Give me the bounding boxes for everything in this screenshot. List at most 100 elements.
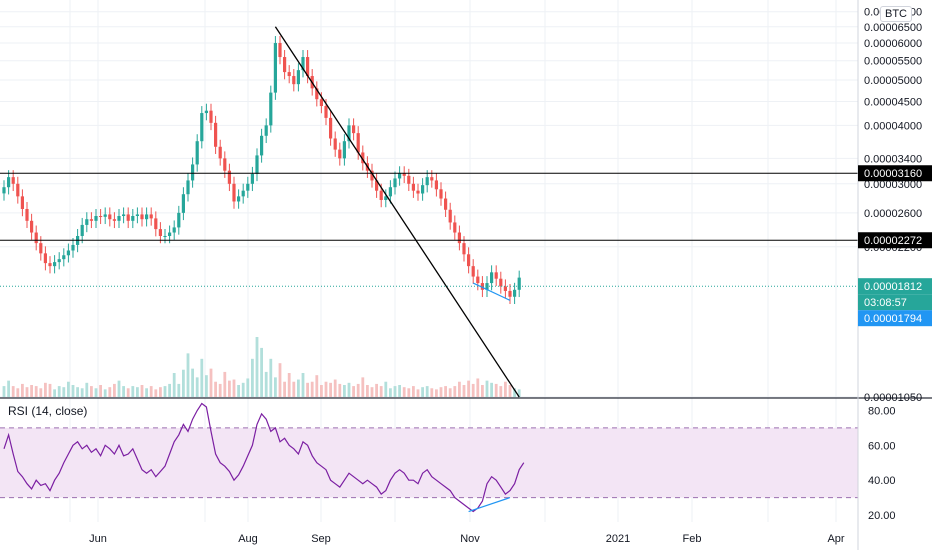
volume-bar xyxy=(494,383,498,397)
volume-bar xyxy=(44,382,47,397)
candle-body xyxy=(329,117,333,139)
rsi-tick-label: 20.00 xyxy=(868,510,896,522)
price-tick-label: 0.00005500 xyxy=(864,56,922,68)
horizontal-levels[interactable] xyxy=(0,172,858,241)
candle-body xyxy=(191,164,195,181)
candle-body xyxy=(462,243,466,255)
volume-bar xyxy=(149,386,153,397)
candle-body xyxy=(250,173,254,184)
candle-body xyxy=(457,232,461,244)
price-tags: 0.00003160 0.00002272 0.00001812 03:08:57 0.… xyxy=(858,165,932,327)
candle-body xyxy=(393,178,397,188)
candle-body xyxy=(7,177,11,188)
volume-bar xyxy=(177,383,181,397)
volume-bar xyxy=(471,383,475,397)
candle-body xyxy=(57,259,61,263)
volume-bar xyxy=(490,382,493,397)
volume-bar xyxy=(517,389,521,397)
volume-bar xyxy=(99,385,102,397)
candle-body xyxy=(99,216,103,218)
volume-bar xyxy=(264,371,268,397)
candle-body xyxy=(333,138,337,150)
volume-bar xyxy=(25,387,29,397)
candlesticks xyxy=(2,36,521,305)
volume-bar xyxy=(205,375,208,397)
price-tick-label: 0.00002600 xyxy=(864,208,922,220)
volume-bar xyxy=(71,385,75,397)
candle-body xyxy=(195,141,199,165)
candle-body xyxy=(11,177,15,184)
currency-badge[interactable]: BTC xyxy=(880,6,912,22)
candle-body xyxy=(324,106,328,118)
candle-body xyxy=(264,125,268,136)
price-tick-label: 0.00003000 xyxy=(864,179,922,191)
price-tick-label: 0.00004000 xyxy=(864,120,922,132)
candle-body xyxy=(200,113,204,142)
rsi-tick-label: 80.00 xyxy=(868,405,896,417)
candle-body xyxy=(89,219,93,221)
candle-body xyxy=(218,146,222,159)
candle-body xyxy=(53,262,57,267)
volume-bar xyxy=(444,386,447,397)
price-tick-label: 0.00001050 xyxy=(864,392,922,404)
candle-body xyxy=(283,57,287,73)
volume-bar xyxy=(416,389,420,397)
candle-body xyxy=(361,152,365,164)
candle-body xyxy=(434,180,438,190)
volume-bar xyxy=(329,382,332,397)
volume-bar xyxy=(228,380,231,397)
candle-body xyxy=(379,190,383,200)
volume-bar xyxy=(172,373,176,397)
candle-body xyxy=(66,250,70,256)
volume-bar xyxy=(393,386,397,397)
volume-bar xyxy=(467,380,470,397)
volume-bar xyxy=(159,387,162,397)
level-low-tag-bg xyxy=(858,232,932,249)
volume-bar xyxy=(90,386,93,397)
volume-bar xyxy=(458,381,461,397)
candle-body xyxy=(237,196,241,202)
price-tick-label: 0.00003400 xyxy=(864,153,922,165)
candle-body xyxy=(62,255,66,260)
price-axis[interactable]: 0.000010500.000022000.000026000.00003000… xyxy=(857,0,922,550)
countdown-tag: 03:08:57 xyxy=(864,297,907,309)
price-tick-label: 0.00005000 xyxy=(864,75,922,87)
volume-bar xyxy=(246,378,250,397)
volume-bar xyxy=(182,369,185,397)
volume-bar xyxy=(11,386,15,397)
volume-bar xyxy=(30,385,33,397)
volume-bar xyxy=(448,388,452,397)
volume-bar xyxy=(186,353,190,397)
time-axis[interactable]: Jun Aug Sep Nov 2021 Feb Apr xyxy=(89,533,845,545)
candle-body xyxy=(214,122,218,147)
candle-body xyxy=(388,187,392,197)
candle-body xyxy=(490,272,494,284)
volume-bar xyxy=(389,388,392,397)
candle-body xyxy=(126,214,130,221)
trendline[interactable] xyxy=(274,26,520,398)
candle-body xyxy=(384,196,388,200)
divergence-price-tag-bg xyxy=(858,310,932,327)
volume-bar xyxy=(485,380,489,397)
volume-bar xyxy=(126,388,130,397)
candle-body xyxy=(499,278,503,287)
volume-bar xyxy=(398,385,401,397)
candle-body xyxy=(20,196,24,209)
time-tick-label: Nov xyxy=(460,533,480,545)
candle-body xyxy=(301,57,305,71)
rsi-axis[interactable]: 80.00 60.00 40.00 20.00 xyxy=(868,405,896,522)
volume-bar xyxy=(168,383,171,397)
volume-bar xyxy=(113,383,116,397)
rsi-pane xyxy=(0,402,858,513)
volume-bar xyxy=(370,387,374,397)
volume-bar xyxy=(462,385,466,397)
candle-body xyxy=(186,180,190,195)
price-divergence-line[interactable] xyxy=(472,282,511,301)
candle-body xyxy=(80,224,84,236)
volume-bar xyxy=(481,385,484,397)
candle-body xyxy=(131,216,135,221)
candle-body xyxy=(135,214,139,217)
volume-bar xyxy=(320,385,323,397)
volume-bar xyxy=(361,377,365,397)
